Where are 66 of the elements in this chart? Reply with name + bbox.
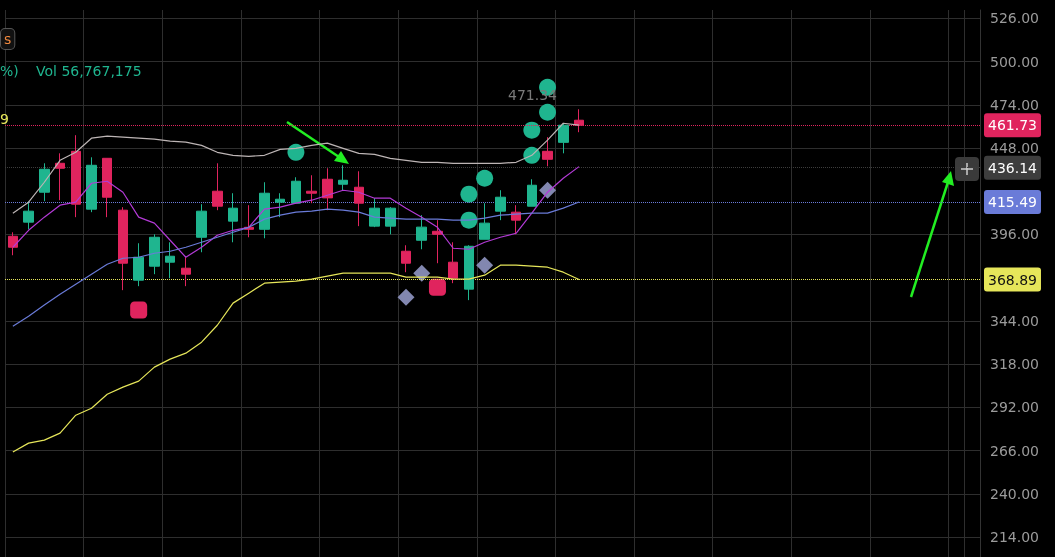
candlestick — [149, 233, 160, 275]
y-tick-label: 526.00 — [990, 10, 1039, 27]
point — [476, 169, 494, 187]
candlestick — [542, 136, 553, 167]
candlestick — [133, 242, 144, 287]
annotation: 9 — [0, 111, 9, 127]
point — [428, 278, 446, 296]
ref-line-label: 436.14 — [988, 159, 1038, 176]
candlestick — [8, 231, 18, 256]
point — [130, 301, 148, 319]
candlestick — [55, 152, 65, 201]
ref-line-label: 415.49 — [988, 194, 1037, 211]
candlestick — [338, 164, 348, 191]
candlestick — [71, 134, 81, 218]
ref-line-label: 461.73 — [988, 117, 1037, 134]
candlestick — [322, 167, 333, 211]
candlestick — [401, 244, 411, 273]
candlestick — [306, 174, 317, 204]
point — [413, 264, 431, 282]
candlestick — [354, 170, 364, 227]
candlestick — [165, 241, 175, 279]
y-tick-label: 214.00 — [990, 529, 1039, 546]
candlestick — [102, 157, 112, 218]
candlestick — [228, 192, 238, 243]
point — [287, 143, 305, 161]
candlestick — [39, 162, 50, 202]
y-tick-label: 344.00 — [990, 312, 1039, 329]
point — [539, 103, 557, 121]
point — [523, 121, 541, 139]
y-tick-label: 500.00 — [990, 53, 1039, 70]
line-series — [12, 166, 580, 258]
candlestick — [385, 206, 396, 235]
candlestick — [479, 202, 490, 240]
annotation: s — [4, 31, 12, 47]
candlestick — [86, 156, 97, 213]
candlestick — [369, 197, 380, 228]
candlestick — [558, 122, 569, 154]
y-tick-label: 448.00 — [990, 140, 1039, 156]
annotation: Vol 56,767,175 — [36, 63, 142, 79]
y-tick-label: 474.00 — [990, 96, 1039, 113]
candlestick — [275, 192, 285, 218]
ref-line-label: 368.89 — [988, 271, 1037, 288]
point — [476, 256, 494, 274]
point — [460, 185, 478, 203]
candlestick — [181, 256, 191, 287]
candlestick — [527, 178, 537, 207]
point — [397, 288, 415, 306]
y-tick-label: 266.00 — [990, 442, 1039, 459]
y-tick-label: 318.00 — [990, 356, 1039, 373]
line-series — [12, 122, 580, 214]
candlestick — [448, 241, 458, 284]
annotation: %) — [0, 63, 19, 79]
candlestick — [259, 181, 270, 239]
candlestick — [416, 214, 427, 250]
candlestick — [118, 206, 128, 291]
candlestick — [212, 162, 223, 211]
annotation: 471.34 — [508, 87, 558, 103]
y-tick-label: 396.00 — [990, 226, 1039, 243]
candlestick — [464, 244, 474, 301]
candlestick — [196, 203, 207, 253]
candlestick — [291, 176, 301, 204]
y-tick-label: 240.00 — [990, 485, 1039, 502]
candlestick — [495, 189, 506, 221]
y-tick-label: 292.00 — [990, 399, 1039, 416]
candlestick — [23, 200, 34, 230]
candlestick — [432, 219, 443, 264]
